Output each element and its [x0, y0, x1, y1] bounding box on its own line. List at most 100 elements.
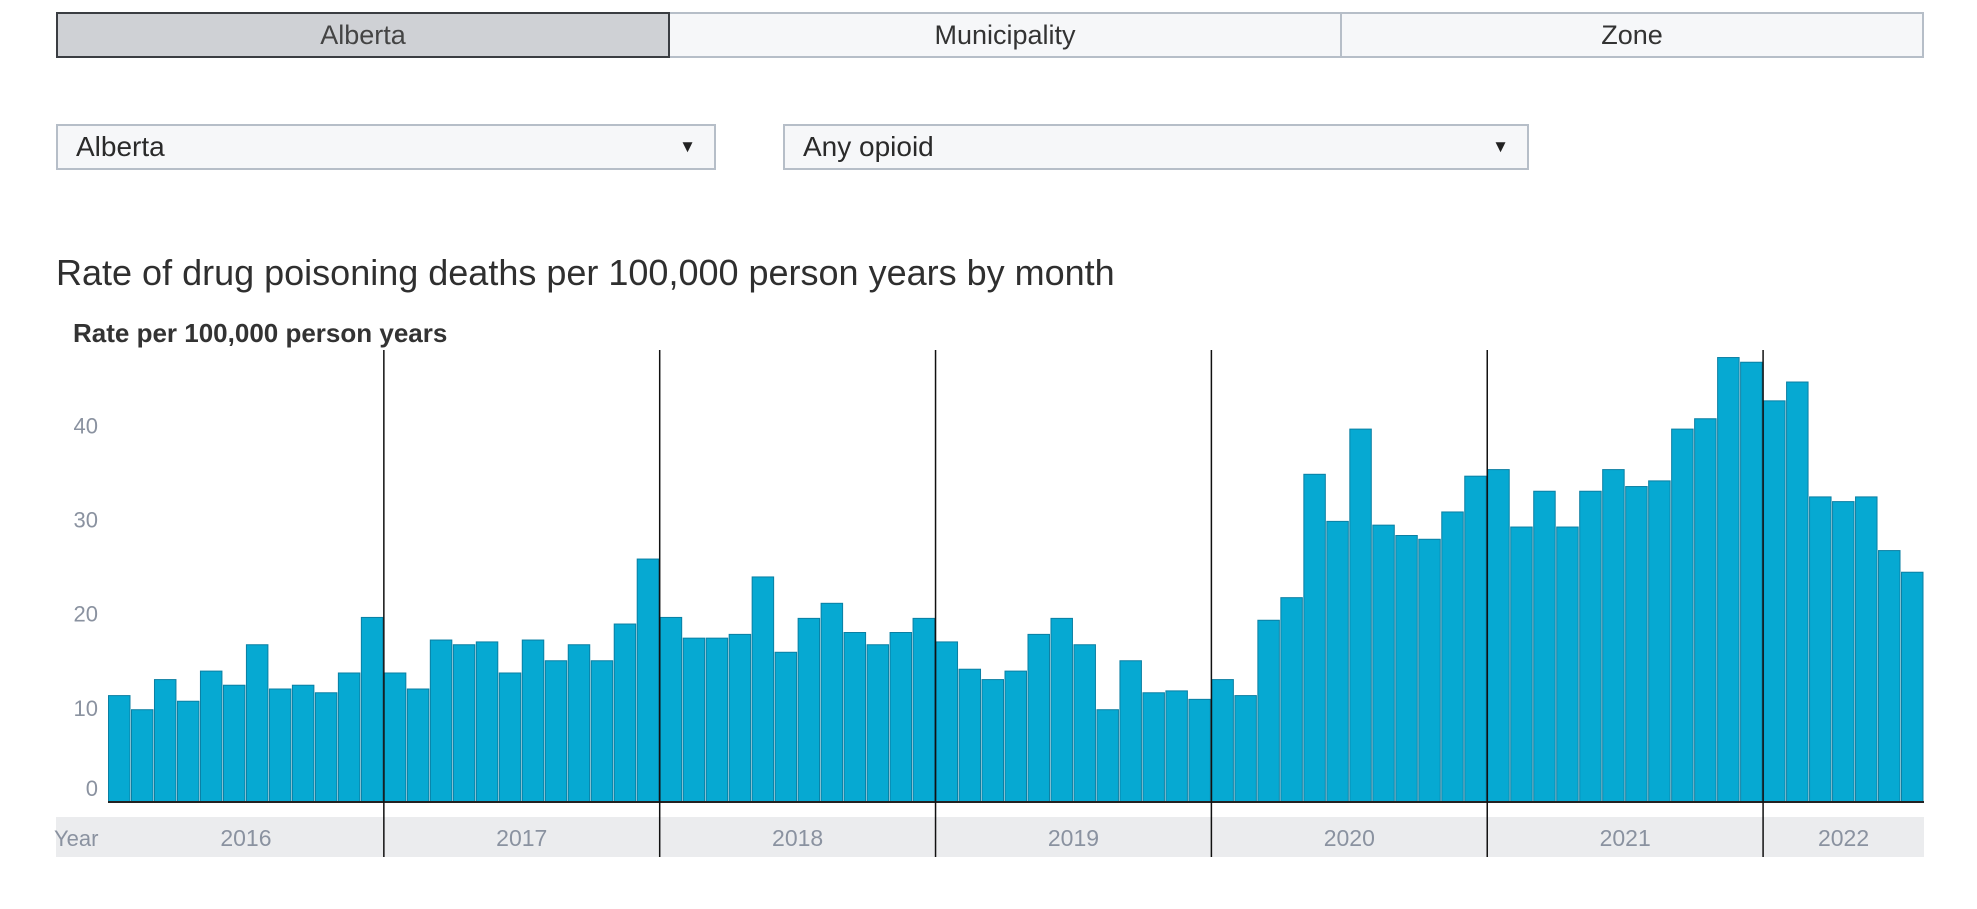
- bar: [1855, 496, 1878, 803]
- bar: [1671, 428, 1694, 803]
- bar: [659, 616, 683, 803]
- bar: [1119, 660, 1142, 803]
- bar: [199, 670, 223, 803]
- bar: [751, 576, 775, 803]
- chevron-down-icon: ▼: [1492, 137, 1509, 156]
- y-axis-label: Rate per 100,000 person years: [73, 318, 448, 348]
- y-tick-label: 40: [74, 413, 98, 438]
- bar: [1188, 698, 1211, 803]
- tab-zone[interactable]: Zone: [1340, 12, 1924, 58]
- bar: [843, 632, 867, 803]
- bar: [889, 632, 913, 803]
- bar: [1096, 709, 1119, 803]
- x-tick-label: 2018: [772, 825, 823, 851]
- bar: [1165, 690, 1188, 803]
- y-tick-label: 30: [74, 508, 98, 533]
- bar: [1050, 617, 1073, 803]
- bar: [245, 644, 269, 803]
- bar: [1464, 475, 1487, 803]
- bar: [1395, 535, 1418, 803]
- bar: [1579, 490, 1602, 803]
- bar: [1740, 361, 1763, 803]
- x-tick-label: 2022: [1818, 825, 1869, 851]
- bar: [590, 660, 614, 803]
- bar: [475, 641, 499, 803]
- geography-tab-bar: Alberta Municipality Zone: [56, 12, 1924, 58]
- bar: [820, 602, 844, 803]
- bar: [1349, 428, 1372, 803]
- bar: [1832, 501, 1855, 803]
- bar: [1625, 486, 1648, 803]
- y-tick-label: 0: [86, 776, 98, 801]
- bar: [521, 639, 545, 803]
- bar: [1372, 524, 1395, 803]
- bar: [429, 639, 453, 803]
- bar: [176, 700, 200, 803]
- x-axis-label: Year: [54, 826, 98, 851]
- bar: [222, 684, 246, 803]
- bar: [935, 641, 959, 803]
- bar: [1763, 400, 1786, 803]
- bar: [682, 637, 706, 803]
- bar: [1648, 480, 1671, 803]
- bar: [268, 688, 292, 803]
- bar: [1142, 692, 1165, 803]
- bar: [108, 695, 131, 803]
- bar: [544, 660, 568, 803]
- bar: [1211, 679, 1234, 803]
- bar: [567, 644, 591, 803]
- bar: [636, 558, 660, 803]
- bar: [130, 709, 154, 803]
- region-select[interactable]: Alberta ▼: [56, 124, 716, 170]
- bar: [958, 668, 982, 803]
- substance-select[interactable]: Any opioid ▼: [783, 124, 1529, 170]
- bar: [774, 651, 798, 803]
- bar: [1786, 381, 1809, 803]
- x-tick-label: 2019: [1048, 825, 1099, 851]
- bar: [1556, 526, 1579, 803]
- bar: [1326, 520, 1349, 803]
- bar: [912, 617, 936, 803]
- bar: [1602, 469, 1625, 803]
- y-tick-label: 10: [74, 696, 98, 721]
- x-axis-band: [56, 817, 1924, 857]
- bar: [1418, 538, 1441, 803]
- bar: [1004, 670, 1027, 803]
- tab-municipality[interactable]: Municipality: [668, 12, 1342, 58]
- bar: [498, 672, 522, 803]
- chevron-down-icon: ▼: [679, 137, 696, 156]
- substance-select-value: Any opioid: [803, 131, 934, 162]
- bar: [1533, 490, 1556, 803]
- bar: [866, 644, 890, 803]
- x-tick-label: 2020: [1324, 825, 1375, 851]
- x-tick-label: 2016: [220, 825, 271, 851]
- bar: [705, 637, 729, 803]
- bar: [383, 672, 407, 803]
- y-tick-label: 20: [74, 602, 98, 627]
- chart-title: Rate of drug poisoning deaths per 100,00…: [56, 252, 1115, 293]
- bar: [153, 679, 177, 803]
- bar: [406, 688, 430, 803]
- tab-alberta[interactable]: Alberta: [56, 12, 670, 58]
- bar: [1717, 357, 1740, 803]
- bar: [613, 623, 637, 803]
- bar: [1280, 597, 1303, 803]
- bar: [337, 672, 361, 803]
- bar: [1487, 469, 1510, 803]
- bar: [1073, 644, 1096, 803]
- bar: [1694, 418, 1717, 803]
- bar: [1027, 633, 1050, 803]
- x-tick-label: 2017: [496, 825, 547, 851]
- bar: [291, 684, 315, 803]
- bar: [1234, 695, 1257, 803]
- bar: [452, 644, 476, 803]
- bar: [1901, 571, 1924, 803]
- bar: [1257, 619, 1280, 803]
- bar: [981, 679, 1005, 803]
- x-tick-label: 2021: [1600, 825, 1651, 851]
- bar: [1809, 496, 1832, 803]
- bar: [1510, 526, 1533, 803]
- bar: [1303, 473, 1326, 803]
- bar: [314, 692, 338, 803]
